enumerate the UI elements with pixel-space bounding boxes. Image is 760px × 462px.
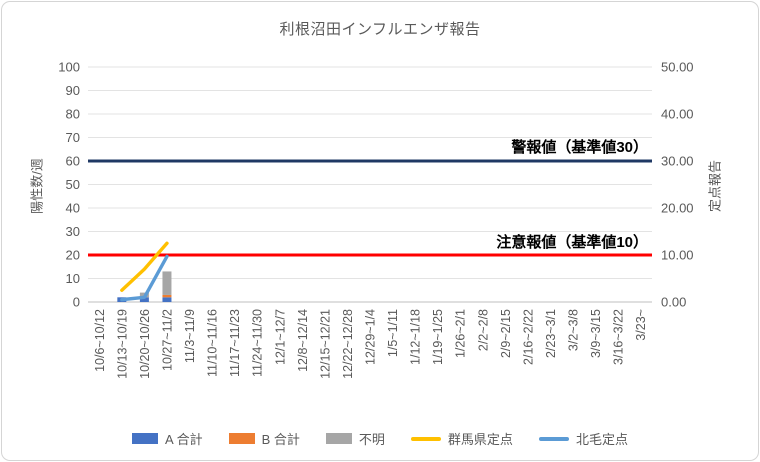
x-axis-label: 3/23~: [634, 309, 648, 341]
x-axis-label: 3/16~3/22: [612, 309, 626, 365]
legend-item[interactable]: 群馬県定点: [410, 429, 513, 448]
x-axis-label: 10/6~10/12: [93, 309, 107, 372]
x-axis-label: 3/9~3/15: [589, 309, 603, 358]
legend-line-swatch: [538, 436, 569, 441]
x-axis-label: 12/22~12/28: [341, 309, 355, 379]
x-axis-label: 2/9~2/15: [499, 309, 513, 358]
warning-threshold-label: 注意報値（基準値10）: [496, 234, 648, 251]
alert-threshold-label: 警報値（基準値30）: [511, 139, 648, 156]
right-axis-tick-label: 50.00: [661, 60, 694, 75]
x-axis-label: 11/24~11/30: [251, 309, 265, 377]
left-axis-tick-label: 90: [66, 83, 80, 98]
right-axis-tick-label: 20.00: [661, 201, 694, 216]
x-axis-label: 11/10~11/16: [206, 309, 220, 377]
legend-bar-swatch: [228, 433, 255, 444]
line-series-1: [120, 254, 169, 302]
right-axis-tick-label: 0.00: [661, 295, 686, 310]
x-axis-label: 12/8~12/14: [296, 309, 310, 372]
x-axis-label: 3/2~3/8: [567, 309, 581, 351]
legend-item[interactable]: 不明: [325, 429, 385, 448]
left-axis-tick-label: 80: [66, 107, 80, 122]
left-axis-tick-label: 50: [66, 177, 80, 192]
right-axis-tick-label: 10.00: [661, 248, 694, 263]
x-axis-label: 11/3~11/9: [183, 309, 197, 363]
chart-title: 利根沼田インフルエンザ報告: [279, 21, 481, 38]
legend-label: A 合計: [165, 432, 203, 447]
x-axis-label: 10/13~10/19: [115, 309, 129, 379]
left-axis-tick-label: 70: [66, 130, 80, 145]
x-axis-label: 10/27~11/2: [160, 309, 174, 371]
x-axis-label: 2/23~3/1: [544, 309, 558, 358]
left-axis-tick-label: 60: [66, 154, 80, 169]
legend-label: 不明: [358, 432, 385, 447]
legend-bar-swatch: [132, 433, 159, 444]
legend-label: B 合計: [261, 432, 300, 447]
left-axis-tick-label: 100: [58, 60, 80, 75]
left-axis-tick-label: 0: [73, 295, 80, 310]
x-axis-label: 1/5~1/11: [386, 309, 400, 357]
x-axis-label: 2/2~2/8: [476, 309, 490, 351]
right-axis-tick-label: 40.00: [661, 107, 694, 122]
legend-item[interactable]: 北毛定点: [538, 429, 628, 448]
x-axis-label: 10/20~10/26: [138, 309, 152, 379]
bar-segment-series-0: [162, 297, 172, 302]
x-axis-label: 11/17~11/23: [228, 309, 242, 377]
x-axis-label: 2/16~2/22: [521, 309, 535, 365]
left-axis-tick-label: 20: [66, 248, 80, 263]
bar-segment-series-2: [162, 271, 172, 295]
left-axis-tick-label: 40: [66, 201, 80, 216]
legend-label: 群馬県定点: [447, 432, 513, 447]
bar-segment-series-1: [162, 294, 172, 298]
x-axis-label: 12/15~12/21: [318, 309, 332, 379]
legend-line-swatch: [410, 436, 441, 441]
x-axis-label: 1/12~1/18: [409, 309, 423, 365]
right-axis-tick-label: 30.00: [661, 154, 694, 169]
legend-item[interactable]: A 合計: [132, 429, 203, 448]
legend-bar-swatch: [325, 433, 352, 444]
legend-label: 北毛定点: [575, 432, 628, 447]
x-axis-label: 1/26~2/1: [454, 309, 468, 358]
x-axis-label: 12/1~12/7: [273, 309, 287, 365]
left-axis-tick-label: 30: [66, 224, 80, 239]
bar-segment-series-0: [139, 297, 149, 302]
x-axis-label: 1/19~1/25: [431, 309, 445, 365]
legend-item[interactable]: B 合計: [228, 429, 300, 448]
line-series-0: [120, 241, 169, 292]
legend: A 合計 B 合計 不明 群馬県定点 北毛定点: [0, 429, 760, 448]
left-axis-tick-label: 10: [66, 271, 80, 286]
x-axis-label: 12/29~1/4: [364, 309, 378, 365]
